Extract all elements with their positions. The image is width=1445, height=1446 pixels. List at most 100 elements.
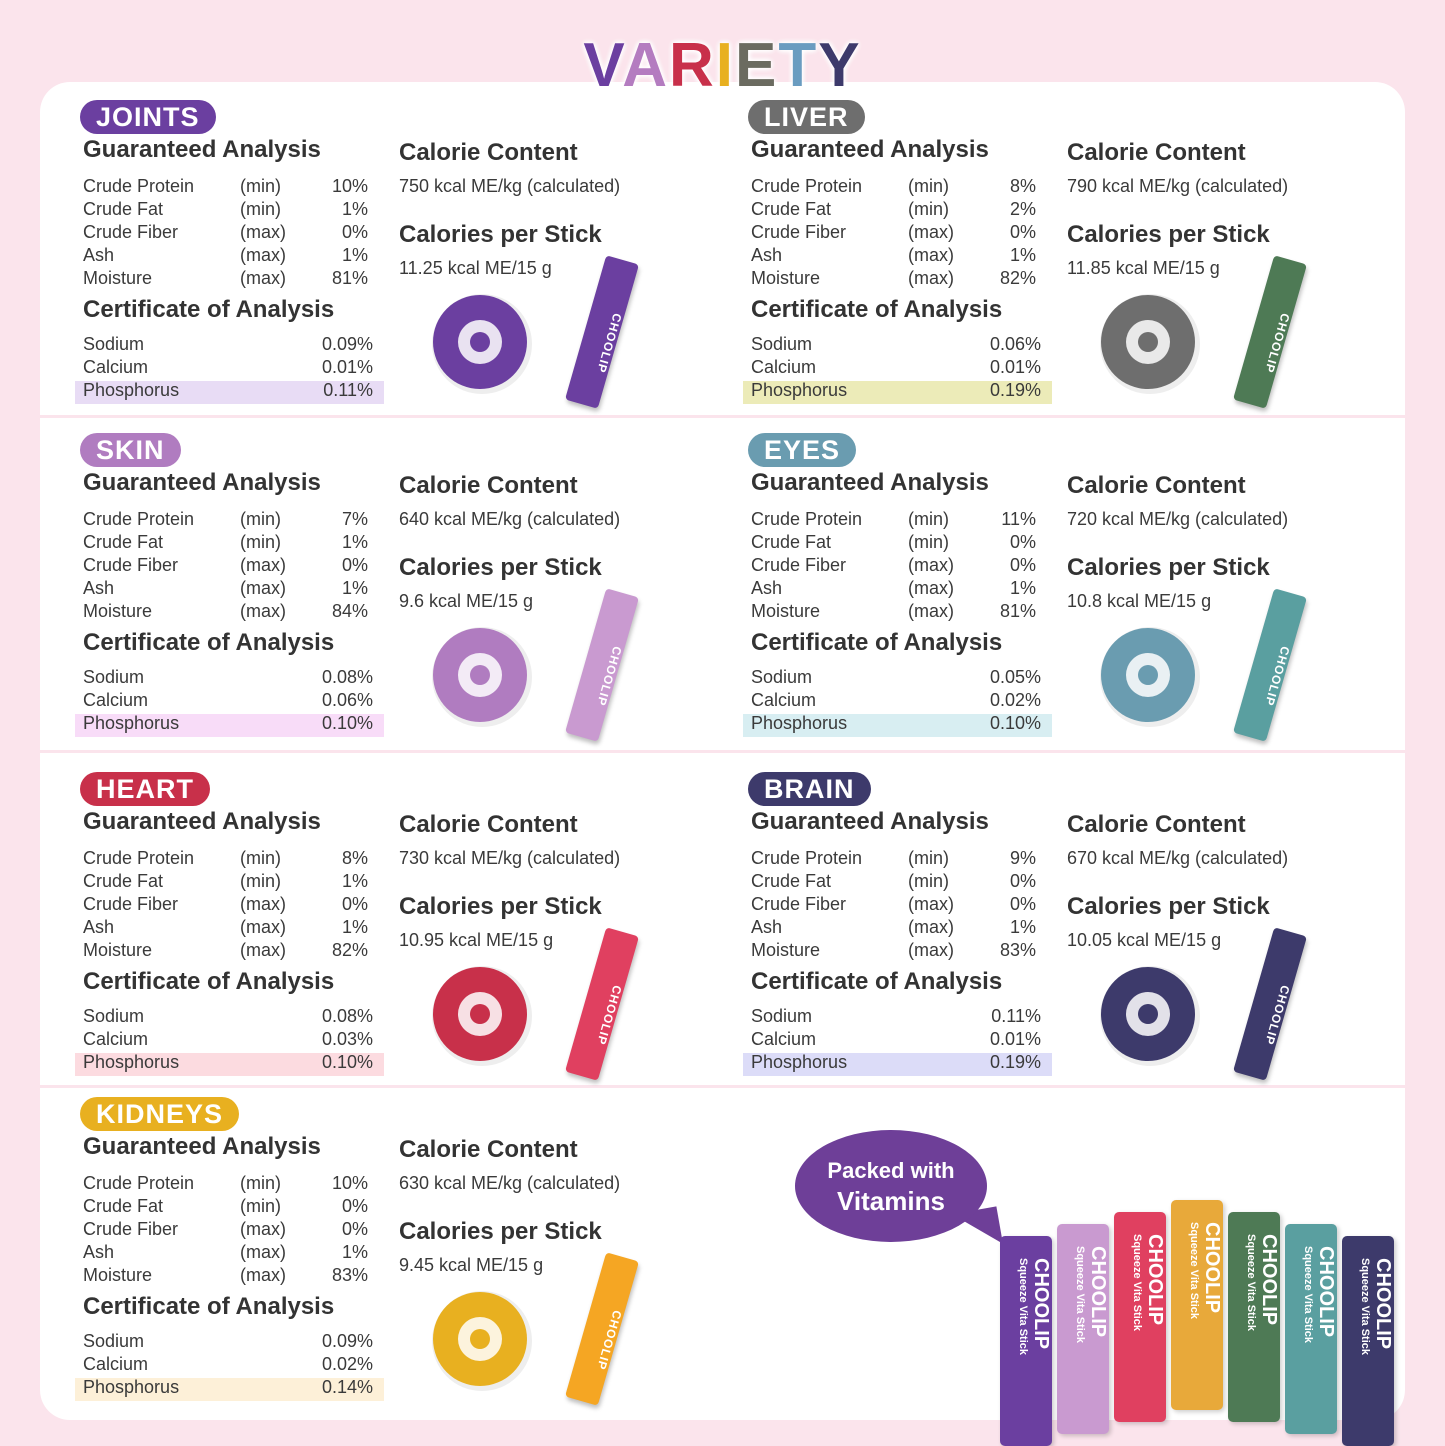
- mineral-row: Sodium 0.11%: [751, 1005, 1041, 1027]
- nutrient-name: Crude Fiber: [751, 555, 847, 575]
- nutrient-qualifier: (min): [908, 848, 949, 868]
- nutrient-row: Crude Fat (min) 2%: [751, 198, 1041, 220]
- fan-stick-image: CHOOLIP Squeeze Vita Stick: [1285, 1224, 1337, 1434]
- certificate-heading: Certificate of Analysis: [751, 968, 1003, 995]
- product-stick-image: CHOOLIP: [564, 927, 640, 1081]
- nutrient-row: Crude Protein (min) 10%: [83, 1172, 373, 1194]
- nutrient-row: Ash (max) 1%: [83, 244, 373, 266]
- calories-per-stick-value: 11.25 kcal ME/15 g: [399, 258, 552, 278]
- fan-stick-image: CHOOLIP Squeeze Vita Stick: [1000, 1236, 1052, 1446]
- nutrient-qualifier: (max): [908, 917, 954, 937]
- nutrient-value: 8%: [1009, 176, 1036, 196]
- nutrient-qualifier: (min): [240, 1196, 281, 1216]
- nutrient-qualifier: (min): [240, 848, 281, 868]
- promo-line-1: Packed with: [827, 1158, 955, 1183]
- mineral-name: Phosphorus: [751, 380, 848, 400]
- title-letter: E: [734, 31, 779, 100]
- calorie-content-heading: Calorie Content: [1067, 472, 1246, 499]
- nutrient-row: Ash (max) 1%: [83, 1241, 373, 1263]
- mineral-value: 0.02%: [989, 690, 1041, 710]
- calories-per-stick-value: 10.05 kcal ME/15 g: [1067, 930, 1222, 950]
- nutrient-qualifier: (max): [240, 917, 286, 937]
- brand-logo: CHOOLIP: [593, 983, 625, 1047]
- product-badge: HEART: [80, 772, 210, 806]
- mineral-row: Calcium 0.01%: [83, 356, 373, 378]
- mineral-name: Calcium: [83, 1354, 149, 1374]
- nutrient-value: 2%: [1009, 199, 1036, 219]
- nutrient-name: Crude Fiber: [83, 894, 179, 914]
- nutrient-name: Crude Protein: [751, 848, 863, 868]
- title-letter: Y: [818, 31, 862, 100]
- phosphorus-highlight: [75, 1378, 384, 1401]
- brand-logo: CHOOLIP: [1315, 1246, 1337, 1338]
- mineral-name: Sodium: [751, 334, 813, 354]
- nutrient-row: Ash (max) 1%: [751, 916, 1041, 938]
- nutrient-value: 83%: [999, 940, 1036, 960]
- mineral-name: Phosphorus: [83, 380, 180, 400]
- product-panel-heart: HEART Guaranteed Analysis Crude Protein (mi…: [40, 754, 700, 1084]
- nutrient-name: Moisture: [83, 940, 153, 960]
- nutrient-row: Crude Protein (min) 10%: [83, 175, 373, 197]
- calorie-content-heading: Calorie Content: [399, 811, 578, 838]
- product-stick-image: CHOOLIP: [1232, 255, 1308, 409]
- nutrient-row: Crude Fiber (max) 0%: [83, 221, 373, 243]
- mineral-value: 0.06%: [989, 334, 1041, 354]
- nutrient-row: Crude Protein (min) 7%: [83, 508, 373, 530]
- calorie-content-heading: Calorie Content: [399, 472, 578, 499]
- nutrient-name: Crude Fat: [83, 199, 164, 219]
- section-divider: [40, 750, 1405, 753]
- nutrient-name: Ash: [751, 578, 783, 598]
- nutrient-qualifier: (max): [240, 1265, 286, 1285]
- calorie-content-value: 720 kcal ME/kg (calculated): [1067, 509, 1289, 529]
- mineral-row: Phosphorus 0.10%: [83, 712, 373, 734]
- calories-per-stick-value: 10.95 kcal ME/15 g: [399, 930, 554, 950]
- promo-speech-bubble: Packed with Vitamins: [795, 1130, 987, 1242]
- product-stick-image: CHOOLIP: [1232, 927, 1308, 1081]
- mineral-row: Calcium 0.06%: [83, 689, 373, 711]
- mineral-name: Sodium: [83, 1006, 145, 1026]
- nutrient-name: Crude Protein: [83, 176, 195, 196]
- brand-logo: CHOOLIP: [593, 644, 625, 708]
- nutrient-row: Crude Fiber (max) 0%: [83, 893, 373, 915]
- mineral-value: 0.11%: [991, 1006, 1041, 1026]
- nutrient-name: Crude Fiber: [83, 1219, 179, 1239]
- calories-per-stick-heading: Calories per Stick: [399, 221, 602, 248]
- nutrient-qualifier: (max): [240, 222, 286, 242]
- nutrient-value: 1%: [341, 917, 368, 937]
- nutrient-row: Moisture (max) 82%: [83, 939, 373, 961]
- nutrient-row: Crude Protein (min) 11%: [751, 508, 1041, 530]
- nutrient-value: 84%: [331, 601, 368, 621]
- nutrient-name: Crude Fat: [751, 532, 832, 552]
- product-stick-image: CHOOLIP: [1232, 588, 1308, 742]
- nutrient-value: 1%: [1009, 245, 1036, 265]
- nutrient-name: Crude Fat: [83, 871, 164, 891]
- nutrient-qualifier: (max): [240, 578, 286, 598]
- nutrient-name: Crude Protein: [751, 509, 863, 529]
- certificate-heading: Certificate of Analysis: [83, 968, 335, 995]
- nutrient-name: Crude Fiber: [83, 555, 179, 575]
- nutrient-name: Ash: [83, 245, 115, 265]
- section-divider: [40, 1085, 1405, 1088]
- nutrient-value: 1%: [341, 199, 368, 219]
- product-badge: SKIN: [80, 433, 181, 467]
- section-divider: [40, 415, 1405, 418]
- calories-per-stick-value: 9.6 kcal ME/15 g: [399, 591, 534, 611]
- mineral-value: 0.09%: [321, 334, 373, 354]
- nutrient-row: Moisture (max) 84%: [83, 600, 373, 622]
- nutrient-name: Crude Protein: [83, 509, 195, 529]
- nutrient-value: 7%: [341, 509, 368, 529]
- brand-logo: CHOOLIP: [1261, 311, 1293, 375]
- mineral-name: Calcium: [83, 690, 149, 710]
- nutrient-value: 0%: [341, 1219, 368, 1239]
- brand-logo: CHOOLIP: [1201, 1222, 1223, 1314]
- phosphorus-highlight: [743, 714, 1052, 737]
- nutrient-value: 83%: [331, 1265, 368, 1285]
- title-letter: A: [622, 31, 669, 100]
- calories-per-stick-value: 9.45 kcal ME/15 g: [399, 1255, 544, 1275]
- title-letter: T: [778, 31, 819, 100]
- nutrient-row: Crude Fat (min) 0%: [83, 1195, 373, 1217]
- calorie-content-heading: Calorie Content: [1067, 139, 1246, 166]
- nutrient-value: 1%: [1009, 917, 1036, 937]
- mineral-row: Phosphorus 0.10%: [83, 1051, 373, 1073]
- mineral-name: Sodium: [83, 1331, 145, 1351]
